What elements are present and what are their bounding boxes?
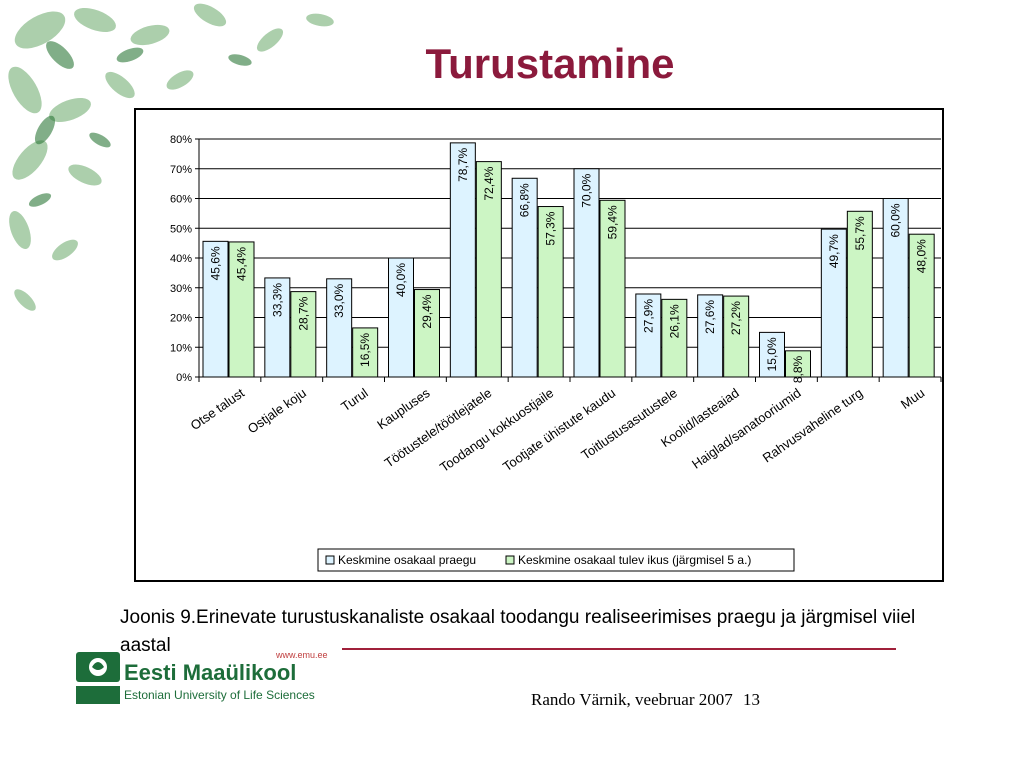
bar-future [537,206,564,378]
leaf-decoration [8,3,334,311]
y-tick-label: 60% [170,194,192,206]
x-tick-label: Rahvusvaheline turg [760,385,866,465]
data-label: 8,8% [791,355,805,383]
bar-future [661,298,688,378]
data-label: 57,3% [544,211,558,245]
y-tick-label: 50% [170,223,192,235]
data-label: 40,0% [394,263,408,297]
bar-now [759,331,785,378]
x-tick-label: Kaupluses [374,385,433,432]
data-label: 29,4% [420,294,434,328]
emu-logo-icon [76,652,120,704]
bar-future [290,291,317,378]
data-label: 48,0% [915,239,929,273]
bar-future [785,350,811,378]
caption-divider [342,648,896,650]
data-label: 27,9% [641,299,655,333]
bar-now [202,240,229,378]
legend-swatch [325,555,335,565]
bar-future [723,295,750,378]
data-label: 27,6% [703,300,717,334]
x-tick-label: Ostjale koju [245,385,309,436]
data-label: 33,0% [332,284,346,318]
figure-caption: Joonis 9.Erinevate turustuskanaliste osa… [120,607,916,656]
footer-author: Rando Värnik, veebruar 2007 [531,690,733,709]
x-tick-label: Tootjate ühistute kaudu [500,385,618,474]
bar-future [352,327,379,378]
logo-subtitle: Estonian University of Life Sciences [124,688,315,702]
data-label: 60,0% [889,203,903,237]
bar-now [388,257,414,378]
y-tick-label: 70% [170,164,192,176]
bar-now [697,294,724,378]
data-label: 27,2% [729,301,743,335]
bar-now [635,293,662,378]
bar-future [228,241,255,378]
logo-url: www.emu.ee [276,650,328,660]
bar-future [846,210,873,378]
logo-name: Eesti Maaülikool [124,660,297,685]
data-label: 45,6% [209,246,223,280]
data-label: 45,4% [235,247,249,281]
data-label: 59,4% [606,205,620,239]
legend-swatch [505,555,515,565]
x-tick-label: Haiglad/sanatooriumid [689,385,804,471]
bar-future [475,161,502,378]
bar-future [414,289,440,378]
y-tick-label: 0% [176,372,192,384]
data-label: 28,7% [296,296,310,330]
bar-now [449,142,476,378]
bar-now [573,168,600,378]
slide-title: Turustamine [425,40,675,87]
x-tick-label: Muu [898,385,927,412]
data-label: 66,8% [518,183,532,217]
y-tick-label: 30% [170,283,192,295]
data-label: 55,7% [853,216,867,250]
legend-label: Keskmine osakaal tulev ikus (järgmisel 5… [518,553,751,567]
bar-now [882,198,909,378]
x-tick-label: Turul [338,385,371,414]
bar-now [511,177,538,378]
slide-footer: Rando Värnik, veebruar 2007 13 [531,690,766,710]
data-label: 78,7% [456,148,470,182]
bar-chart: 0% 10% 20% 30% 40% 50% 60% 70% 80% 45,6% 45,4% Otse… [170,134,942,572]
page-number: 13 [743,690,760,709]
bar-now [326,278,353,378]
university-logo: www.emu.ee Eesti Maaülikool Estonian Uni… [76,650,336,710]
bar-now [820,228,847,378]
y-tick-label: 40% [170,253,192,265]
y-tick-label: 20% [170,313,192,325]
data-label: 15,0% [765,337,779,371]
chart-frame: 0% 10% 20% 30% 40% 50% 60% 70% 80% 45,6% 45,4% Otse… [134,108,944,582]
x-tick-label: Töötustele/töötlejatele [382,385,495,470]
chart-legend: Keskmine osakaal praegu Keskmine osakaal … [317,548,795,572]
x-tick-label: Otse talust [188,385,248,433]
y-tick-label: 80% [170,134,192,146]
bar-future [908,233,935,378]
data-label: 26,1% [667,304,681,338]
data-label: 16,5% [358,333,372,367]
data-label: 49,7% [827,234,841,268]
bar-future [599,199,626,378]
bar-now [264,277,291,378]
y-tick-label: 10% [170,342,192,354]
data-label: 33,3% [270,283,284,317]
legend-label: Keskmine osakaal praegu [338,553,476,567]
data-label: 70,0% [580,173,594,207]
data-label: 72,4% [482,166,496,200]
legend-box [317,548,795,572]
x-tick-label: Toodangu kokkuostjaile [437,385,556,475]
